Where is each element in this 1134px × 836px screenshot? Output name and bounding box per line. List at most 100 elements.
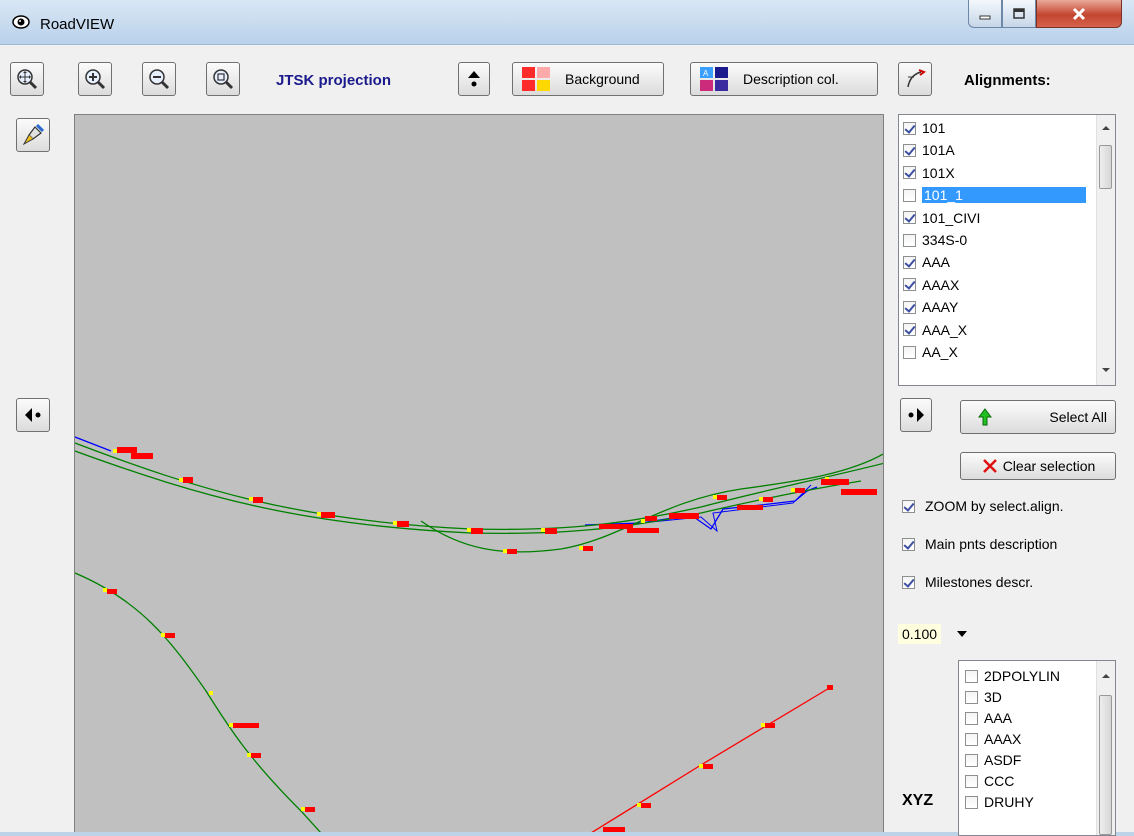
zoom-out-icon [149, 69, 170, 90]
xyz-checkbox[interactable] [965, 669, 978, 683]
zoom-label: ZOOM by select.align. [925, 498, 1064, 514]
xyz-checkbox[interactable] [965, 711, 978, 725]
expand-right-button[interactable] [900, 398, 932, 432]
close-icon [1072, 7, 1086, 20]
alignment-checkbox[interactable] [903, 323, 916, 337]
minimize-icon [979, 15, 991, 19]
alignment-item[interactable]: 101_CIVI [903, 207, 980, 229]
milestones-checkbox-box[interactable] [902, 575, 915, 589]
green-alignment-upper [75, 442, 883, 531]
maximize-button[interactable] [1002, 0, 1036, 28]
zoom-in-button[interactable] [78, 62, 112, 96]
scroll-down-icon[interactable] [1097, 361, 1115, 379]
green-alignment-lower [75, 572, 321, 832]
main-points-checkbox-box[interactable] [902, 537, 915, 551]
alignment-drawing[interactable] [75, 115, 884, 832]
xyz-checkbox[interactable] [965, 753, 978, 767]
alignment-checkbox[interactable] [903, 143, 916, 157]
svg-text:A: A [703, 69, 709, 78]
north-up-button[interactable] [458, 62, 490, 96]
alignment-item[interactable]: AAA [903, 251, 950, 273]
title-bar[interactable]: RoadVIEW [0, 0, 1134, 45]
alignment-item[interactable]: AAA_X [903, 319, 967, 341]
xyz-scrollbar[interactable] [1096, 661, 1115, 835]
xyz-checkbox[interactable] [965, 774, 978, 788]
alignment-checkbox[interactable] [903, 211, 916, 225]
xyz-item[interactable]: CCC [965, 770, 1014, 792]
red-x-icon [982, 459, 997, 473]
alignment-checkbox[interactable] [903, 166, 916, 180]
alignment-checkbox[interactable] [903, 345, 916, 359]
point-tags [107, 447, 877, 832]
zoom-checkbox-box[interactable] [902, 499, 915, 513]
background-color-button[interactable]: Background [512, 62, 664, 96]
xyz-item[interactable]: DRUHY [965, 791, 1034, 813]
alignment-item[interactable]: 101X [903, 162, 955, 184]
xyz-item[interactable]: 2DPOLYLIN [965, 665, 1060, 687]
xyz-checkbox[interactable] [965, 690, 978, 704]
scale-dropdown[interactable]: 0.100 [898, 622, 986, 646]
zoom-extents-button[interactable] [10, 62, 44, 96]
zoom-window-button[interactable] [206, 62, 240, 96]
description-color-button[interactable]: A Description col. [690, 62, 878, 96]
scroll-thumb[interactable] [1099, 145, 1112, 189]
alignment-item[interactable]: AAAY [903, 296, 958, 318]
alignment-checkbox[interactable] [903, 255, 916, 269]
alignment-label: 101A [922, 142, 955, 159]
alignments-list[interactable]: 101 101A 101X 101_1 101_CIVI 334S-0 AAA AAAX AAA… [898, 114, 1116, 386]
alignment-item[interactable]: AA_X [903, 341, 958, 363]
xyz-scroll-up-icon[interactable] [1097, 667, 1115, 685]
alignment-checkbox[interactable] [903, 188, 916, 202]
alignments-heading: Alignments: [964, 72, 1051, 89]
xyz-item-label: CCC [984, 773, 1015, 789]
window-title: RoadVIEW [40, 16, 115, 33]
alignment-checkbox[interactable] [903, 233, 916, 247]
left-arrow-icon [25, 408, 41, 422]
xyz-item[interactable]: 3D [965, 686, 1002, 708]
alignment-label: 101_1 [922, 187, 1086, 204]
clear-brush-button[interactable] [16, 118, 50, 152]
alignment-checkbox[interactable] [903, 300, 916, 314]
milestones-checkbox[interactable]: Milestones descr. [902, 574, 1033, 590]
scroll-up-icon[interactable] [1097, 119, 1115, 137]
close-button[interactable] [1036, 0, 1122, 28]
green-alignment-dip [420, 453, 883, 553]
alignment-item[interactable]: AAAX [903, 274, 959, 296]
dropdown-arrow-icon[interactable] [955, 629, 969, 639]
xyz-item[interactable]: AAAX [965, 728, 1021, 750]
clear-selection-button[interactable]: Clear selection [960, 452, 1116, 480]
xyz-item-label: AAAX [984, 731, 1022, 747]
alignment-checkbox[interactable] [903, 121, 916, 135]
alignment-label: 101_CIVI [922, 209, 981, 226]
collapse-left-button[interactable] [16, 398, 50, 432]
red-alignment [591, 686, 832, 832]
alignment-item[interactable]: 334S-0 [903, 229, 967, 251]
zoom-out-button[interactable] [142, 62, 176, 96]
alignments-scrollbar[interactable] [1096, 115, 1115, 385]
xyz-label: XYZ [902, 792, 934, 809]
minimize-button[interactable] [968, 0, 1002, 28]
alignment-item[interactable]: 101A [903, 139, 955, 161]
zoom-by-selection-checkbox[interactable]: ZOOM by select.align. [902, 498, 1064, 514]
xyz-list[interactable]: 2DPOLYLIN 3D AAA AAAX ASDF CCC DRUHY [958, 660, 1116, 836]
select-all-button[interactable]: Select All [960, 400, 1116, 434]
green-up-arrow-icon [978, 408, 992, 426]
xyz-item-label: 3D [984, 689, 1002, 705]
alignment-checkbox[interactable] [903, 278, 916, 292]
main-points-checkbox[interactable]: Main pnts description [902, 536, 1057, 552]
clear-selection-label: Clear selection [1002, 458, 1096, 474]
xyz-checkbox[interactable] [965, 795, 978, 809]
xyz-item[interactable]: ASDF [965, 749, 1021, 771]
xyz-scroll-thumb[interactable] [1099, 695, 1112, 835]
map-canvas[interactable] [74, 114, 884, 832]
alignment-label: AAAX [922, 276, 960, 293]
xyz-checkbox[interactable] [965, 732, 978, 746]
alignment-tool-button[interactable] [898, 62, 932, 96]
color-palette-icon [522, 67, 550, 91]
alignment-item[interactable]: 101_1 [903, 184, 1086, 206]
xyz-item[interactable]: AAA [965, 707, 1012, 729]
scale-value: 0.100 [898, 624, 942, 644]
up-arrow-icon [468, 71, 480, 87]
alignment-item[interactable]: 101 [903, 117, 945, 139]
